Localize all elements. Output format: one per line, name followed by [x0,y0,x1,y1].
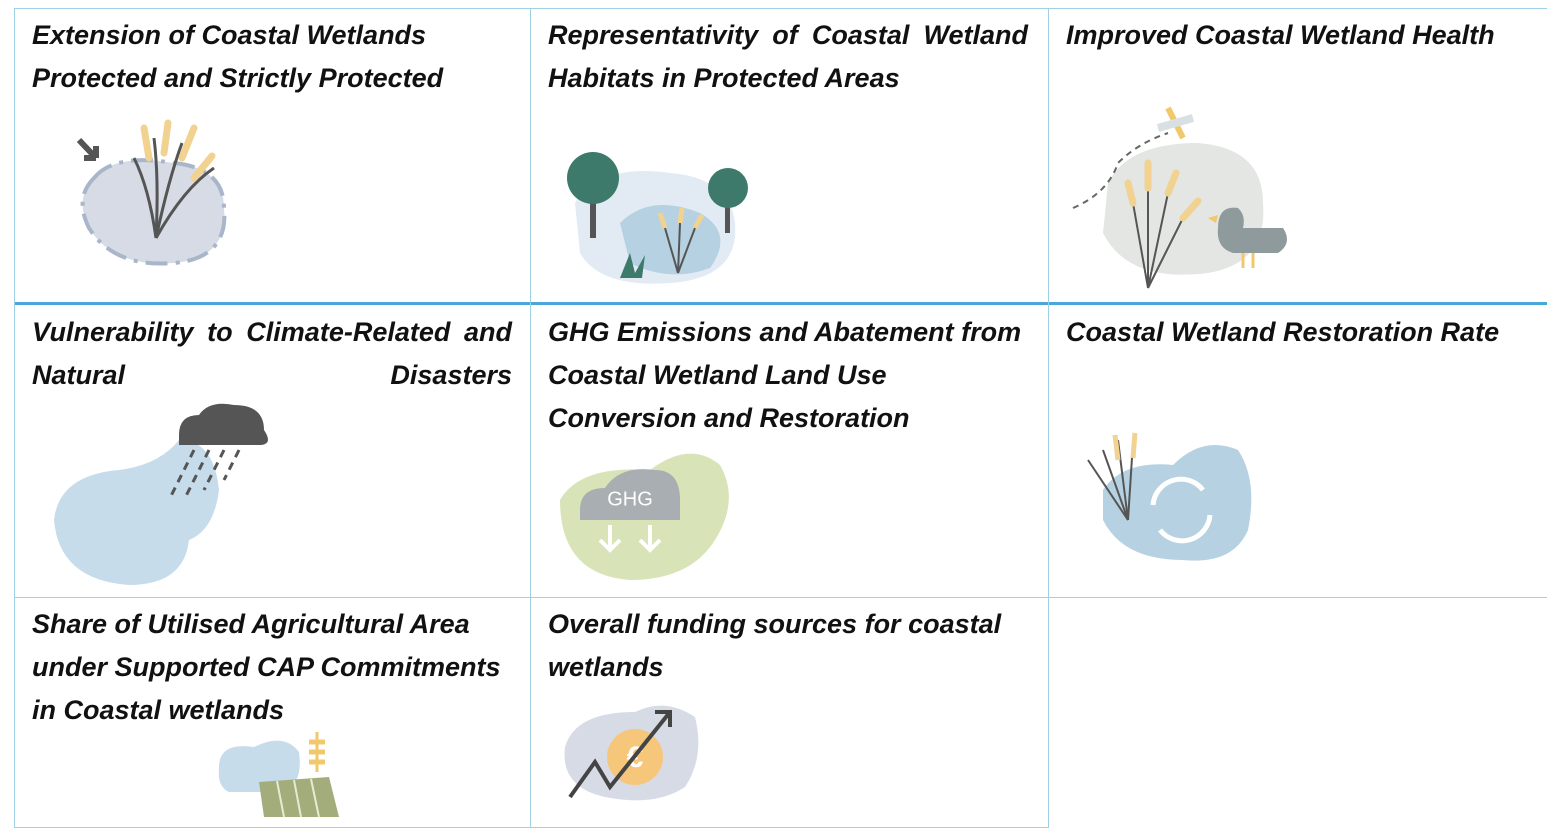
icon [54,403,268,585]
cell: Coastal Wetland Restoration Rate [1048,305,1547,597]
cell-title: Improved Coastal Wetland Health [1066,20,1495,50]
border [530,8,531,828]
border [14,8,15,828]
cell: Share of Utilised Agricultural Area unde… [14,597,530,828]
cell: GHG Emissions and Abatement from Coastal… [530,305,1048,597]
cell: Extension of Coastal Wetlands Protected … [14,8,530,302]
border [14,302,1547,305]
border [14,8,1547,9]
border [14,827,1048,828]
icon: GHG [560,453,729,580]
cell-title: Extension of Coastal Wetlands Protected … [32,20,444,93]
cell: Vulnerability to Climate-Related and Nat… [14,305,530,597]
cell-title: Share of Utilised Agricultural Area unde… [32,609,501,725]
icon [1087,432,1252,561]
border [1048,8,1049,828]
cell-title: Coastal Wetland Restoration Rate [1066,317,1500,347]
icon [76,119,227,266]
cell-title: Overall funding sources for coastal wetl… [548,609,1002,682]
cell: Improved Coastal Wetland Health [1048,8,1547,302]
cell-title: Vulnerability to Climate-Related and Nat… [32,317,512,390]
cell: Representativity of Coastal Wetland Habi… [530,8,1048,302]
icon [218,732,339,818]
cell: Overall funding sources for coastal wetl… [530,597,1048,828]
icon: € [564,705,699,801]
cell-title: Representativity of Coastal Wetland Habi… [548,20,1028,93]
icon [1072,106,1287,289]
icon [567,152,748,284]
border [14,597,1547,598]
cell-title: GHG Emissions and Abatement from Coastal… [548,317,1022,433]
icon-label: GHG [607,488,653,510]
